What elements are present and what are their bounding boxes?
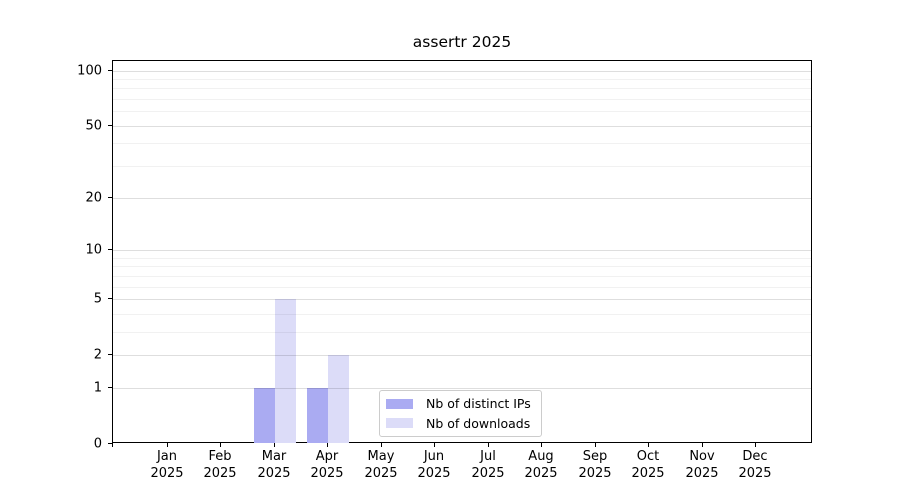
gridline-100 [113, 71, 811, 72]
legend-swatch-downloads [386, 418, 413, 429]
y-tick-20 [108, 197, 112, 198]
y-tick-1 [108, 387, 112, 388]
y-tick-label-2: 2 [93, 347, 102, 363]
y-tick-label-1: 1 [93, 380, 102, 396]
y-tick-0 [108, 443, 112, 444]
gridline-2 [113, 355, 811, 356]
gridline-30 [113, 166, 811, 167]
x-tick-label-may: May 2025 [364, 449, 398, 481]
x-tick-aug [541, 443, 542, 447]
gridline-6 [113, 287, 811, 288]
x-tick-label-jan: Jan 2025 [150, 449, 184, 481]
x-tick-oct [648, 443, 649, 447]
x-axis-corner-tick [112, 443, 113, 447]
x-tick-label-mar: Mar 2025 [257, 449, 291, 481]
bar-nb-of-distinct-ips-apr [307, 388, 328, 443]
gridline-4 [113, 314, 811, 315]
x-tick-label-dec: Dec 2025 [738, 449, 772, 481]
legend-swatch-distinct-ips [386, 398, 413, 409]
x-tick-dec [755, 443, 756, 447]
bar-nb-of-downloads-apr [328, 355, 349, 443]
y-tick-label-100: 100 [77, 63, 102, 79]
gridline-8 [113, 266, 811, 267]
x-tick-feb [220, 443, 221, 447]
legend-label-downloads: Nb of downloads [426, 415, 531, 431]
bar-nb-of-downloads-mar [275, 299, 296, 443]
gridline-40 [113, 143, 811, 144]
x-tick-label-jun: Jun 2025 [417, 449, 451, 481]
x-tick-label-apr: Apr 2025 [310, 449, 344, 481]
y-tick-50 [108, 125, 112, 126]
x-tick-label-sep: Sep 2025 [578, 449, 612, 481]
x-tick-mar [274, 443, 275, 447]
bar-nb-of-distinct-ips-mar [254, 388, 275, 443]
gridline-10 [113, 250, 811, 251]
y-tick-10 [108, 249, 112, 250]
gridline-50 [113, 126, 811, 127]
x-tick-jul [488, 443, 489, 447]
x-tick-label-feb: Feb 2025 [203, 449, 237, 481]
gridline-5 [113, 299, 811, 300]
x-tick-label-oct: Oct 2025 [631, 449, 665, 481]
gridline-70 [113, 99, 811, 100]
gridline-20 [113, 198, 811, 199]
gridline-7 [113, 276, 811, 277]
gridline-3 [113, 332, 811, 333]
bars-layer [113, 61, 811, 443]
legend-label-distinct-ips: Nb of distinct IPs [426, 396, 531, 412]
legend-item-downloads: Nb of downloads [386, 414, 533, 432]
x-tick-nov [702, 443, 703, 447]
legend: Nb of distinct IPs Nb of downloads [379, 390, 542, 437]
legend-item-distinct-ips: Nb of distinct IPs [386, 395, 533, 413]
grid-layer [113, 61, 811, 442]
y-tick-label-5: 5 [93, 291, 102, 307]
gridline-60 [113, 111, 811, 112]
y-tick-2 [108, 354, 112, 355]
x-tick-label-jul: Jul 2025 [471, 449, 505, 481]
x-tick-apr [327, 443, 328, 447]
x-tick-sep [595, 443, 596, 447]
chart-title: assertr 2025 [412, 33, 512, 51]
y-tick-100 [108, 70, 112, 71]
y-tick-5 [108, 298, 112, 299]
gridline-80 [113, 88, 811, 89]
y-tick-label-10: 10 [85, 242, 102, 258]
gridline-1 [113, 388, 811, 389]
x-tick-label-aug: Aug 2025 [524, 449, 558, 481]
y-tick-label-50: 50 [85, 118, 102, 134]
x-tick-jan [167, 443, 168, 447]
y-tick-label-20: 20 [85, 190, 102, 206]
gridline-9 [113, 258, 811, 259]
gridline-90 [113, 79, 811, 80]
x-tick-label-nov: Nov 2025 [685, 449, 719, 481]
plot-area [112, 60, 812, 443]
x-tick-jun [434, 443, 435, 447]
y-tick-label-0: 0 [93, 436, 102, 452]
x-tick-may [381, 443, 382, 447]
